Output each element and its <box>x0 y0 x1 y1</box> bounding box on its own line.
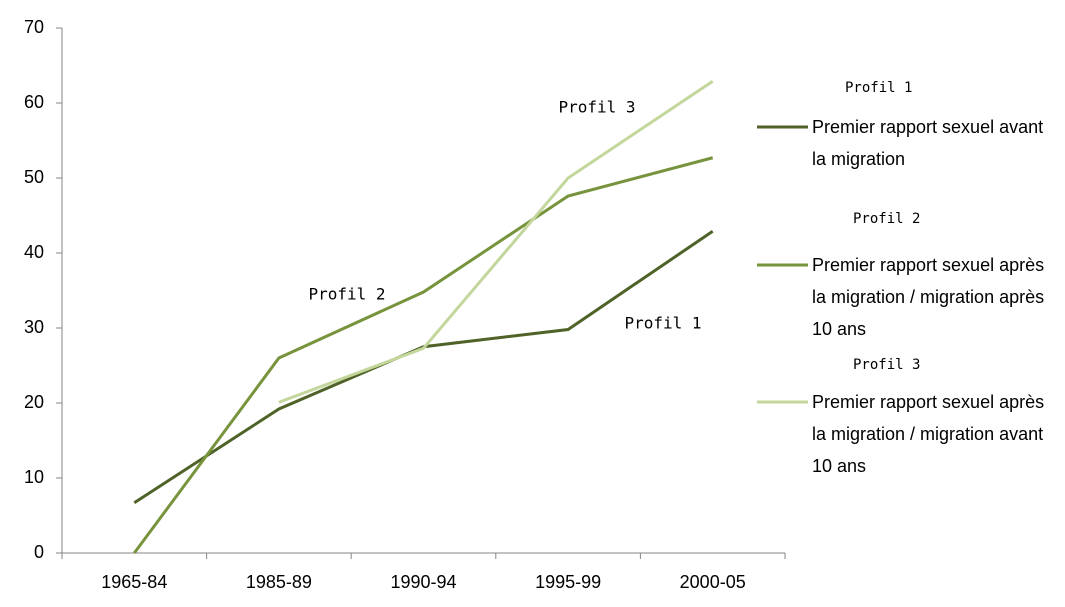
x-tick-label: 2000-05 <box>680 572 746 592</box>
legend-entry: Premier rapport sexuel après la migratio… <box>812 255 1045 339</box>
y-tick-label: 0 <box>34 542 44 562</box>
y-tick-label: 30 <box>24 317 44 337</box>
y-tick-label: 40 <box>24 242 44 262</box>
x-tick-label: 1990-94 <box>390 572 456 592</box>
legend-profile-label: Profil 3 <box>853 357 921 373</box>
annotation: Profil 1 <box>624 314 701 333</box>
series-line <box>133 156 714 554</box>
annotation: Profil 3 <box>558 98 635 117</box>
series-line <box>278 80 714 404</box>
legend-entry: Premier rapport sexuel après la migratio… <box>812 392 1045 476</box>
legend-profile-label: Profil 1 <box>845 80 913 96</box>
y-tick-label: 20 <box>24 392 44 412</box>
y-tick-label: 60 <box>24 92 44 112</box>
legend-entry: Premier rapport sexuel avant la migratio… <box>812 117 1044 169</box>
annotation: Profil 2 <box>308 285 385 304</box>
series-line <box>133 230 714 505</box>
x-tick-label: 1985-89 <box>246 572 312 592</box>
y-tick-label: 50 <box>24 167 44 187</box>
y-tick-label: 10 <box>24 467 44 487</box>
x-tick-label: 1965-84 <box>101 572 167 592</box>
x-tick-label: 1995-99 <box>535 572 601 592</box>
legend-profile-label: Profil 2 <box>853 211 921 227</box>
y-tick-label: 70 <box>24 17 44 37</box>
